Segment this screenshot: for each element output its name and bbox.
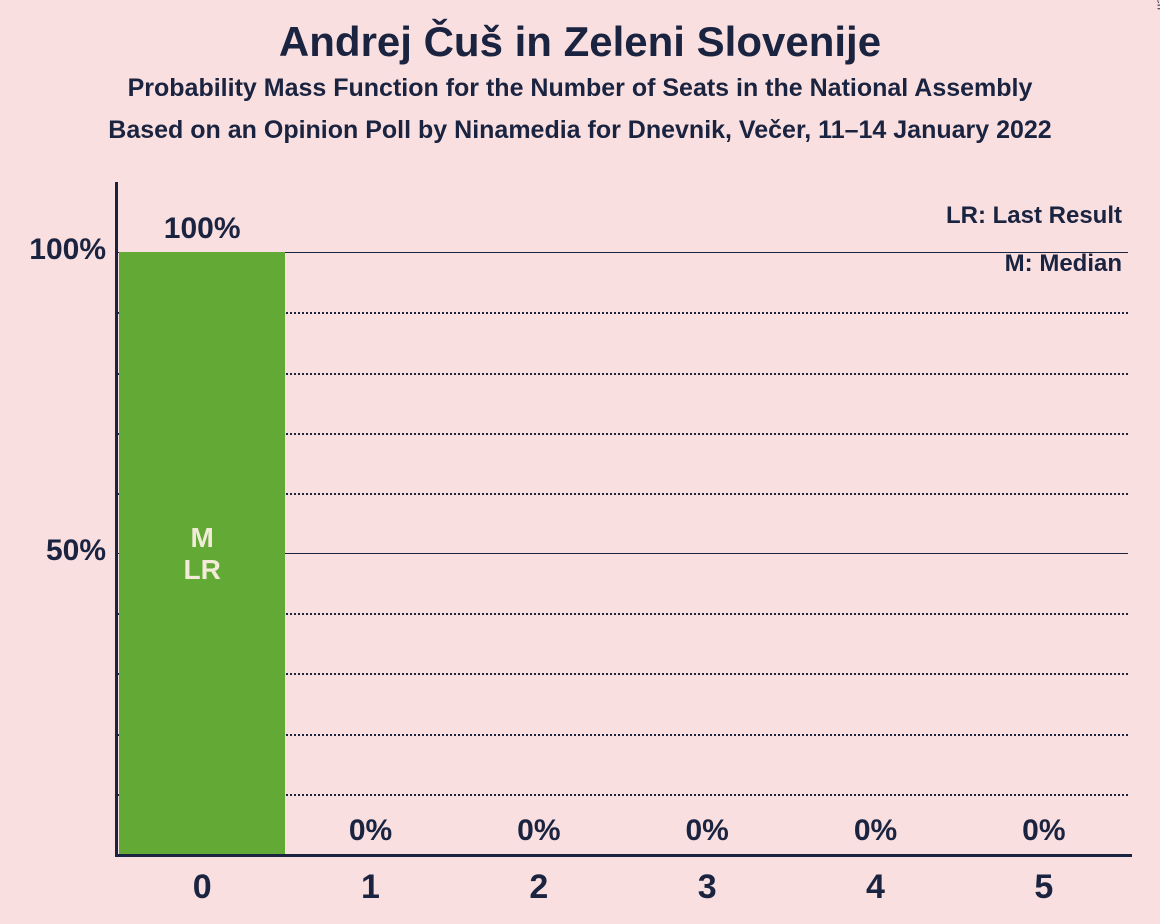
bar-value-label: 0% bbox=[791, 814, 959, 848]
x-tick-label: 2 bbox=[455, 868, 623, 907]
y-tick-label: 50% bbox=[6, 534, 106, 568]
bar-value-label: 0% bbox=[960, 814, 1128, 848]
legend-entry: M: Median bbox=[1005, 250, 1122, 278]
x-tick-label: 1 bbox=[286, 868, 454, 907]
bar-inner-label: MLR bbox=[119, 522, 286, 586]
bar-value-label: 100% bbox=[118, 212, 286, 246]
chart-title: Andrej Čuš in Zeleni Slovenije bbox=[0, 18, 1160, 66]
bar-value-label: 0% bbox=[286, 814, 454, 848]
y-tick-label: 100% bbox=[6, 233, 106, 267]
x-tick-label: 0 bbox=[118, 868, 286, 907]
x-tick-label: 3 bbox=[623, 868, 791, 907]
legend-entry: LR: Last Result bbox=[946, 202, 1122, 230]
bar-value-label: 0% bbox=[455, 814, 623, 848]
y-axis-line bbox=[115, 182, 118, 857]
x-tick-label: 4 bbox=[791, 868, 959, 907]
bar-inner-label-line: M bbox=[119, 522, 286, 554]
bar-inner-label-line: LR bbox=[119, 554, 286, 586]
chart-subtitle-1: Probability Mass Function for the Number… bbox=[0, 74, 1160, 103]
x-tick-label: 5 bbox=[960, 868, 1128, 907]
chart-root: Andrej Čuš in Zeleni Slovenije Probabili… bbox=[0, 0, 1160, 924]
plot-area: 100%0%0%0%0%0%MLRLR: Last ResultM: Media… bbox=[118, 192, 1128, 854]
copyright-label: © 2022 Filip van Laenen bbox=[1154, 0, 1160, 10]
bar-value-label: 0% bbox=[623, 814, 791, 848]
x-axis-line bbox=[115, 854, 1132, 857]
chart-subtitle-2: Based on an Opinion Poll by Ninamedia fo… bbox=[0, 116, 1160, 145]
